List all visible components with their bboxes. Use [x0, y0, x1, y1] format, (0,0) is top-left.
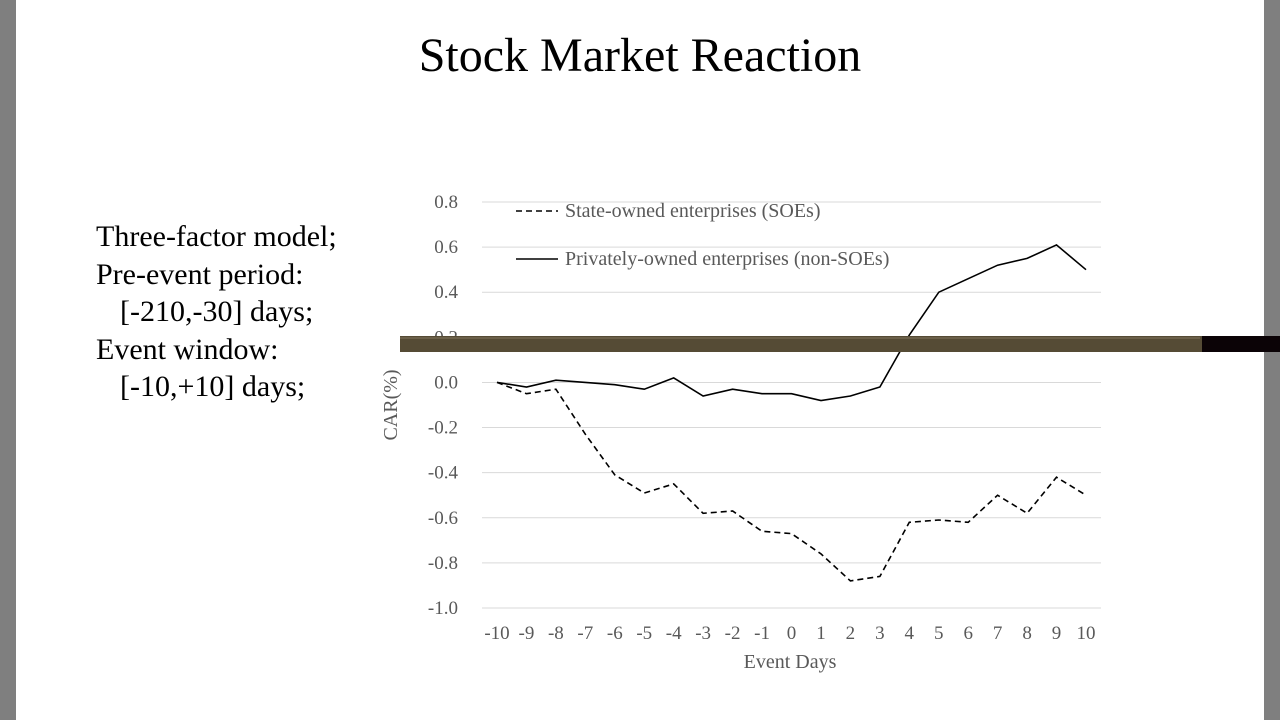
x-tick-label: -8 [548, 623, 564, 644]
x-tick-label: 0 [787, 623, 797, 644]
x-tick-label: 7 [993, 623, 1003, 644]
x-axis-ticks: -10 -9 -8 -7 -6 -5 -4 -3 -2 -1 0 1 2 3 4 5 6 7 8 9 10 [484, 623, 1095, 644]
slide: Stock Market Reaction Three-factor model… [16, 0, 1264, 720]
series-line-soe [496, 381, 1087, 582]
x-tick-label: 1 [816, 623, 826, 644]
note-line-model: Three-factor model; [96, 220, 337, 253]
x-tick-label: 8 [1022, 623, 1032, 644]
legend: State-owned enterprises (SOEs) Privately… [516, 200, 889, 270]
x-tick-label: -3 [695, 623, 711, 644]
slide-title: Stock Market Reaction [418, 29, 862, 82]
legend-label-soe: State-owned enterprises (SOEs) [565, 200, 821, 222]
y-tick-label: 0.0 [434, 372, 458, 393]
x-tick-label: -5 [636, 623, 652, 644]
series-lines [496, 243, 1087, 582]
x-axis-label: Event Days [744, 651, 837, 673]
y-tick-label: 0.6 [434, 237, 458, 258]
x-tick-label: -1 [754, 623, 770, 644]
series-line-non-soe [496, 243, 1087, 402]
y-tick-label: -0.6 [428, 508, 458, 529]
y-tick-label: -0.8 [428, 553, 458, 574]
x-tick-label: -4 [666, 623, 682, 644]
rendering-artifact-band [400, 336, 1280, 352]
x-tick-label: 5 [934, 623, 944, 644]
x-tick-label: 3 [875, 623, 885, 644]
y-tick-label: -1.0 [428, 598, 458, 619]
model-description: Three-factor model; Pre-event period: [-… [96, 218, 337, 406]
y-tick-label: 0.4 [434, 282, 458, 303]
x-tick-label: 2 [846, 623, 856, 644]
y-tick-label: 0.8 [434, 192, 458, 213]
y-axis-ticks: 0.80.60.40.20.0-0.2-0.4-0.6-0.8-1.0 [428, 192, 459, 619]
y-tick-label: -0.4 [428, 463, 459, 484]
legend-label-non-soe: Privately-owned enterprises (non-SOEs) [565, 248, 889, 270]
note-line-pre-event-range: [-210,-30] days; [120, 295, 314, 328]
y-tick-label: -0.2 [428, 418, 458, 439]
x-tick-label: -9 [519, 623, 535, 644]
x-tick-label: 6 [963, 623, 973, 644]
note-line-event-window-range: [-10,+10] days; [120, 370, 306, 403]
note-line-pre-event-label: Pre-event period: [96, 257, 304, 291]
x-tick-label: 10 [1077, 623, 1096, 644]
y-axis-label: CAR(%) [380, 369, 402, 440]
x-tick-label: 9 [1052, 623, 1062, 644]
x-tick-label: -7 [577, 623, 593, 644]
x-tick-label: -6 [607, 623, 623, 644]
x-tick-label: -2 [725, 623, 741, 644]
note-line-event-window-label: Event window: [96, 332, 279, 366]
x-tick-label: -10 [484, 623, 509, 644]
x-tick-label: 4 [905, 623, 915, 644]
